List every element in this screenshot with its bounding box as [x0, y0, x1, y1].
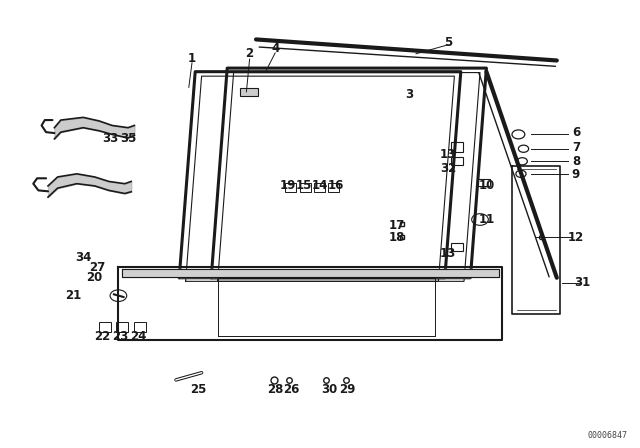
Bar — [451, 142, 463, 152]
Text: 16: 16 — [328, 179, 344, 193]
Text: 26: 26 — [283, 383, 300, 396]
Bar — [451, 243, 463, 251]
Text: 13: 13 — [440, 246, 456, 260]
Text: 13: 13 — [440, 148, 456, 161]
Text: 6: 6 — [572, 125, 580, 139]
Text: 31: 31 — [574, 276, 591, 289]
Text: 34: 34 — [75, 251, 92, 264]
Text: 2: 2 — [246, 47, 253, 60]
Text: 7: 7 — [572, 141, 580, 155]
Text: 18: 18 — [388, 231, 405, 244]
Bar — [328, 183, 339, 192]
Bar — [116, 322, 128, 332]
Bar — [477, 179, 490, 186]
Bar — [99, 322, 111, 332]
Text: 19: 19 — [280, 179, 296, 193]
Text: 29: 29 — [339, 383, 356, 396]
Text: 27: 27 — [89, 261, 106, 275]
Text: 35: 35 — [120, 132, 136, 146]
Bar — [451, 157, 463, 165]
Text: 28: 28 — [267, 383, 284, 396]
Text: 9: 9 — [572, 168, 580, 181]
Text: 33: 33 — [102, 132, 118, 146]
Text: 17: 17 — [388, 219, 405, 232]
Text: 15: 15 — [296, 179, 312, 193]
Text: 14: 14 — [312, 179, 328, 193]
Text: 1: 1 — [188, 52, 196, 65]
Text: 25: 25 — [190, 383, 207, 396]
Text: 24: 24 — [130, 329, 147, 343]
Text: 5: 5 — [444, 36, 452, 49]
Text: 10: 10 — [478, 179, 495, 193]
Text: 8: 8 — [572, 155, 580, 168]
Bar — [134, 322, 146, 332]
Text: 20: 20 — [86, 271, 103, 284]
Text: 21: 21 — [65, 289, 82, 302]
Bar — [240, 88, 258, 96]
Text: 12: 12 — [568, 231, 584, 244]
Text: 4: 4 — [271, 42, 279, 55]
Text: 23: 23 — [112, 329, 129, 343]
Text: 11: 11 — [478, 213, 495, 226]
Bar — [285, 183, 296, 192]
Polygon shape — [122, 269, 499, 277]
Text: 22: 22 — [94, 329, 111, 343]
Text: 30: 30 — [321, 383, 338, 396]
Bar — [314, 183, 325, 192]
Text: 00006847: 00006847 — [588, 431, 627, 440]
Text: 32: 32 — [440, 161, 456, 175]
Text: 3: 3 — [406, 87, 413, 101]
Bar — [300, 183, 311, 192]
